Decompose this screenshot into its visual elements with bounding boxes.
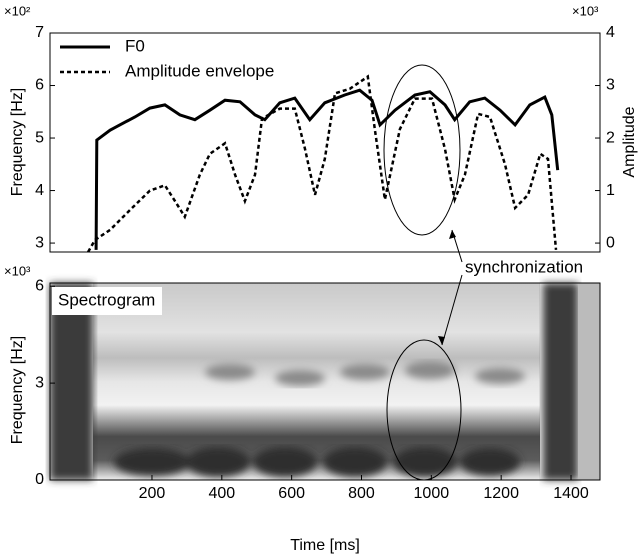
- y-tick-label: 0: [35, 471, 44, 488]
- y-tick-label: 5: [35, 129, 44, 146]
- bottom-frame: [49, 282, 601, 481]
- y2-tick-label: 2: [606, 129, 615, 146]
- y-tick-label: 3: [35, 234, 44, 251]
- spectrogram-image: [50, 283, 600, 480]
- y2-tick-label: 0: [606, 234, 615, 251]
- y-tick-label: 3: [35, 374, 44, 391]
- y-tick-label: 6: [35, 77, 44, 94]
- y2-tick-label: 1: [606, 182, 615, 199]
- y2-multiplier: ×10³: [572, 3, 599, 18]
- x-axis-label: Time [ms]: [290, 537, 360, 554]
- x-tick-label: 1000: [414, 485, 450, 502]
- y-axis-label: Frequency [Hz]: [9, 88, 26, 196]
- x-tick-label: 200: [139, 485, 166, 502]
- x-tick-label: 600: [278, 485, 305, 502]
- legend-label: F0: [125, 36, 145, 55]
- y-tick-label: 7: [35, 24, 44, 41]
- series-line: [87, 74, 558, 253]
- y-multiplier: ×10³: [4, 263, 31, 278]
- x-tick-label: 1200: [483, 485, 519, 502]
- top-frame: [49, 32, 601, 253]
- x-tick-label: 1400: [553, 485, 589, 502]
- y2-tick-label: 3: [606, 77, 615, 94]
- series-line: [94, 88, 560, 250]
- annotation: synchronization: [465, 257, 583, 276]
- y-axis-label: Frequency [Hz]: [9, 336, 26, 444]
- y-tick-label: 6: [35, 277, 44, 294]
- y-multiplier: ×10²: [4, 3, 31, 18]
- legend-label: Amplitude envelope: [125, 61, 274, 80]
- y2-axis-label: Amplitude: [621, 106, 638, 177]
- x-tick-label: 800: [348, 485, 375, 502]
- panel-label: Spectrogram: [58, 290, 155, 309]
- y-tick-label: 4: [35, 182, 44, 199]
- x-tick-label: 400: [208, 485, 235, 502]
- y2-tick-label: 4: [606, 24, 615, 41]
